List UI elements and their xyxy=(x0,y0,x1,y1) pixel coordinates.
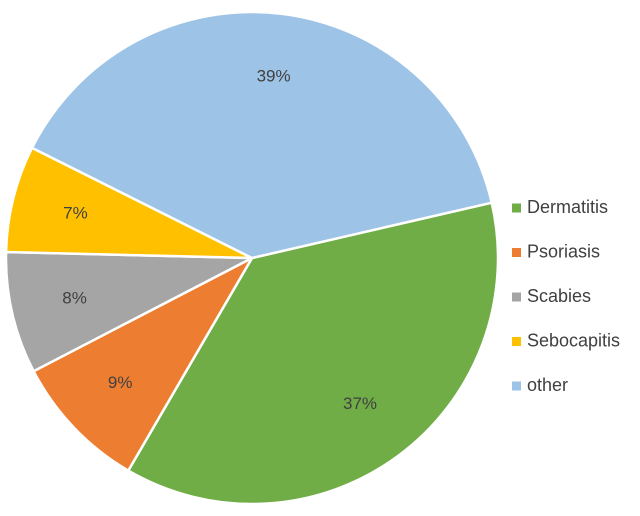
legend-item-psoriasis: Psoriasis xyxy=(512,241,600,261)
legend-label-sebocapitis: Sebocapitis xyxy=(527,330,620,350)
legend-label-dermatitis: Dermatitis xyxy=(527,197,608,217)
pie-slice-scabies xyxy=(4,250,253,373)
data-label-sebocapitis: 7% xyxy=(63,203,88,222)
legend-swatch-other xyxy=(512,381,521,391)
pie-data-labels: 37% 9% 8% 7% 39% xyxy=(62,67,377,413)
data-label-dermatitis: 37% xyxy=(343,394,377,413)
pie-slice-dermatitis xyxy=(126,201,500,506)
legend-item-other: other xyxy=(512,375,568,395)
pie-slice-sebocapitis xyxy=(4,146,253,260)
pie-slices xyxy=(4,10,500,506)
pie-slice-psoriasis xyxy=(31,254,256,473)
legend-swatch-scabies xyxy=(512,292,521,302)
legend-label-psoriasis: Psoriasis xyxy=(527,241,600,261)
data-label-scabies: 8% xyxy=(62,288,87,307)
data-label-other: 39% xyxy=(257,67,291,86)
chart-legend: Dermatitis Psoriasis Scabies Sebocapitis oth… xyxy=(512,197,620,395)
legend-swatch-dermatitis xyxy=(512,203,521,213)
legend-item-scabies: Scabies xyxy=(512,286,591,306)
legend-item-dermatitis: Dermatitis xyxy=(512,197,608,217)
pie-slice-other xyxy=(30,10,494,260)
legend-label-other: other xyxy=(527,375,568,395)
legend-item-sebocapitis: Sebocapitis xyxy=(512,330,620,350)
data-label-psoriasis: 9% xyxy=(108,373,133,392)
legend-swatch-psoriasis xyxy=(512,248,521,257)
legend-label-scabies: Scabies xyxy=(527,286,591,306)
legend-swatch-sebocapitis xyxy=(512,337,521,346)
